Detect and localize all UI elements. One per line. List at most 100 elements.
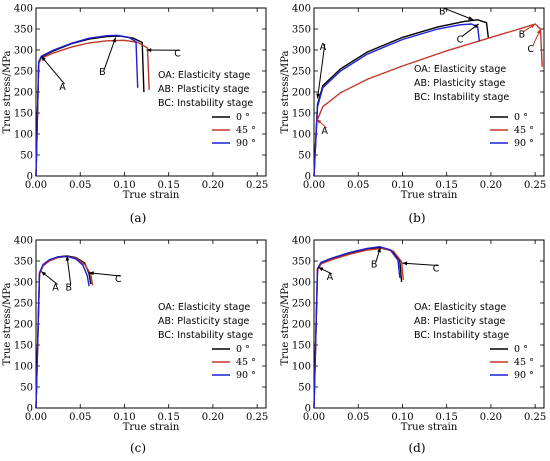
series-line-2: [35, 255, 90, 409]
chart-panel: 0.00 0.05 0.10 0.15 0.20 0.25 0 50 100 150 200 250 3…: [280, 236, 546, 456]
y-tick-label: 200: [292, 88, 311, 99]
x-tick-label: 0.25: [524, 412, 546, 423]
chart-panel: 0.00 0.05 0.10 0.15 0.20 0.25 0 50 100 150 200 250 3…: [2, 236, 268, 456]
y-tick-label: 50: [298, 383, 311, 394]
y-tick-label: 100: [14, 362, 33, 373]
x-tick-label: 0.15: [158, 180, 180, 191]
annotation-arrowhead: [536, 29, 541, 34]
panel-label: (a): [130, 211, 147, 225]
legend-label: 90 °: [236, 370, 256, 381]
y-tick-label: 200: [14, 320, 33, 331]
x-tick-label: 0.20: [202, 180, 224, 191]
stage-label: AB: Plasticity stage: [414, 78, 505, 89]
annotation-arrow: [40, 55, 65, 85]
annotation-arrow: [317, 43, 326, 99]
y-tick-label: 350: [14, 257, 33, 268]
legend-label: 45 °: [236, 125, 256, 136]
annotation-arrow: [103, 37, 117, 70]
annotation-label: A: [321, 126, 328, 137]
annotation-label: C: [457, 34, 464, 45]
series-line-1: [313, 23, 543, 177]
stage-label: BC: Instability stage: [158, 330, 253, 341]
annotation-arrowhead: [65, 255, 70, 261]
y-tick-label: 250: [292, 299, 311, 310]
annotation-arrowhead: [89, 271, 94, 276]
y-tick-label: 0: [27, 404, 33, 415]
x-tick-label: 0.15: [158, 412, 180, 423]
y-axis-title: True stress/MPa: [280, 282, 291, 365]
annotation-label: B: [65, 282, 72, 293]
legend-label: 90 °: [236, 138, 256, 149]
series-line-2: [35, 34, 139, 177]
y-tick-label: 50: [20, 151, 33, 162]
series-line-1: [313, 247, 404, 409]
x-tick-label: 0.10: [113, 180, 135, 191]
legend-label: 45 °: [236, 357, 256, 368]
x-tick-label: 0.25: [246, 180, 268, 191]
x-axis-title: True strain: [401, 190, 458, 201]
annotation-arrow: [66, 255, 72, 285]
y-tick-label: 50: [20, 383, 33, 394]
annotation-label: B: [519, 29, 526, 40]
series-line-0: [35, 35, 145, 177]
legend-label: 0 °: [514, 112, 528, 123]
annotation-arrow: [89, 272, 121, 277]
y-tick-label: 250: [14, 299, 33, 310]
annotation-arrowhead: [41, 56, 46, 62]
annotation-label: A: [52, 282, 59, 293]
stage-label: AB: Plasticity stage: [158, 84, 249, 95]
annotation-arrowhead: [316, 119, 322, 124]
y-tick-label: 300: [292, 278, 311, 289]
annotation-label: B: [371, 259, 378, 270]
legend-label: 90 °: [514, 138, 534, 149]
y-tick-label: 300: [14, 278, 33, 289]
y-tick-label: 250: [292, 67, 311, 78]
panel-label: (d): [408, 441, 425, 455]
y-tick-label: 400: [14, 236, 33, 247]
annotation-arrowhead: [473, 23, 479, 29]
annotation-label: C: [115, 274, 122, 285]
legend-label: 90 °: [514, 370, 534, 381]
x-tick-label: 0.20: [480, 180, 502, 191]
panel-label: (b): [408, 211, 425, 225]
x-axis-title: True strain: [123, 422, 180, 433]
y-axis-title: True stress/MPa: [2, 282, 13, 365]
x-axis-title: True strain: [401, 422, 458, 433]
annotation-label: C: [433, 264, 440, 275]
annotation-label: A: [320, 42, 327, 53]
stage-label: OA: Elasticity stage: [414, 302, 506, 313]
annotation-label: C: [174, 48, 181, 59]
y-tick-label: 200: [14, 88, 33, 99]
y-axis-title: True stress/MPa: [280, 50, 291, 133]
annotation-arrowhead: [377, 247, 381, 253]
y-tick-label: 200: [292, 320, 311, 331]
annotation-label: A: [327, 272, 334, 283]
stage-label: OA: Elasticity stage: [158, 70, 250, 81]
annotation-arrowhead: [530, 23, 536, 29]
annotation-label: A: [59, 82, 66, 93]
legend-label: 45 °: [514, 357, 534, 368]
x-tick-label: 0.20: [480, 412, 502, 423]
chart-panel: 0.00 0.05 0.10 0.15 0.20 0.25 0 50 100 150 200 250 3…: [280, 4, 546, 226]
y-tick-label: 100: [14, 130, 33, 141]
legend-label: 0 °: [236, 112, 250, 123]
annotation-arrowhead: [112, 37, 116, 43]
stage-label: BC: Instability stage: [158, 98, 253, 109]
annotation-label: C: [527, 44, 534, 55]
annotation-arrowhead: [316, 93, 321, 99]
x-tick-label: 0.00: [303, 412, 325, 423]
y-tick-label: 0: [27, 172, 33, 183]
legend-label: 45 °: [514, 125, 534, 136]
stage-label: BC: Instability stage: [414, 92, 509, 103]
x-tick-label: 0.15: [436, 180, 458, 191]
x-tick-label: 0.05: [347, 412, 369, 423]
x-tick-label: 0.25: [246, 412, 268, 423]
x-tick-label: 0.00: [303, 180, 325, 191]
x-tick-label: 0.00: [25, 180, 47, 191]
y-tick-label: 350: [292, 257, 311, 268]
y-tick-label: 400: [292, 4, 311, 15]
x-axis-title: True strain: [123, 190, 180, 201]
x-tick-label: 0.20: [202, 412, 224, 423]
stage-label: OA: Elasticity stage: [158, 302, 250, 313]
